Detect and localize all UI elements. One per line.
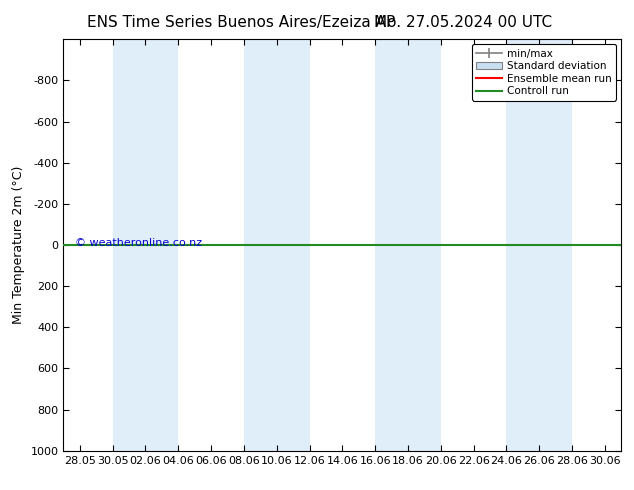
Text: © weatheronline.co.nz: © weatheronline.co.nz [75,238,202,248]
Y-axis label: Min Temperature 2m (°C): Min Temperature 2m (°C) [12,166,25,324]
Bar [113,39,178,451]
Bar [244,39,309,451]
Legend: min/max, Standard deviation, Ensemble mean run, Controll run: min/max, Standard deviation, Ensemble me… [472,45,616,100]
Text: ENS Time Series Buenos Aires/Ezeiza AP: ENS Time Series Buenos Aires/Ezeiza AP [87,15,395,30]
Bar [375,39,441,451]
Bar [507,39,572,451]
Text: Mo. 27.05.2024 00 UTC: Mo. 27.05.2024 00 UTC [374,15,552,30]
